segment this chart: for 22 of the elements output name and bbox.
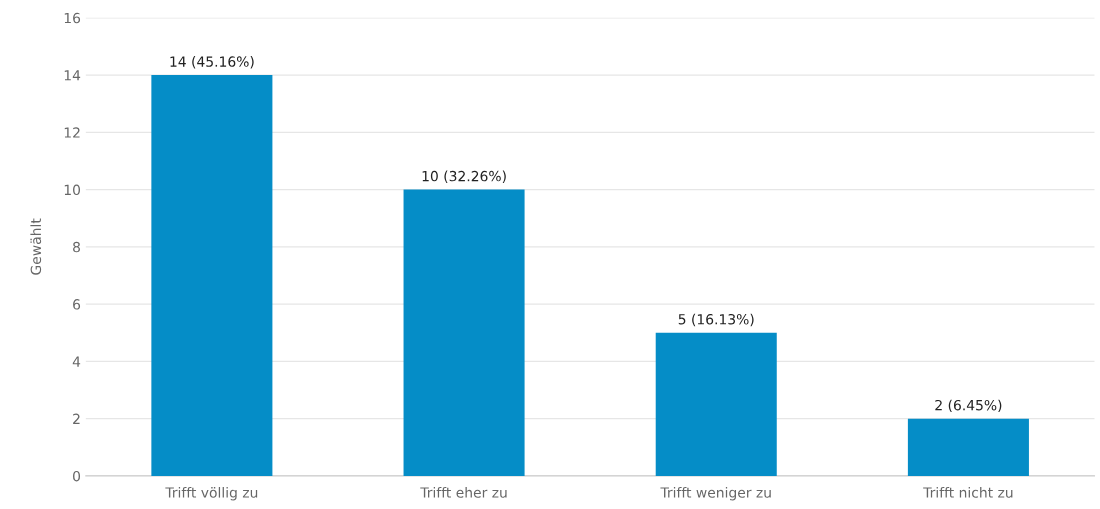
bar — [907, 418, 1029, 476]
y-tick-label: 6 — [73, 299, 81, 310]
data-label: 10 (32.26%) — [422, 170, 506, 183]
y-tick-label: 10 — [64, 184, 81, 196]
data-label: 14 (45.16%) — [170, 56, 254, 69]
x-tick-label: Trifft weniger zu — [660, 487, 771, 501]
bar — [151, 75, 273, 476]
y-tick-label: 16 — [64, 12, 81, 24]
bar — [655, 332, 777, 476]
x-tick-label: Trifft völlig zu — [165, 487, 258, 501]
y-tick-label: 12 — [64, 127, 80, 138]
y-tick-label: 8 — [73, 241, 80, 253]
data-label: 5 (16.13%) — [678, 313, 754, 327]
x-tick-label: Trifft nicht zu — [923, 487, 1013, 498]
y-tick-label: 14 — [64, 70, 81, 81]
y-tick-label: 4 — [72, 356, 81, 367]
data-label: 2 (6.45%) — [935, 399, 1002, 413]
y-tick-label: 2 — [73, 413, 80, 424]
y-tick-label: 0 — [73, 470, 81, 482]
x-tick-label: Trifft eher zu — [420, 487, 507, 498]
bar — [403, 189, 525, 476]
y-axis-title: Gewählt — [30, 218, 42, 275]
